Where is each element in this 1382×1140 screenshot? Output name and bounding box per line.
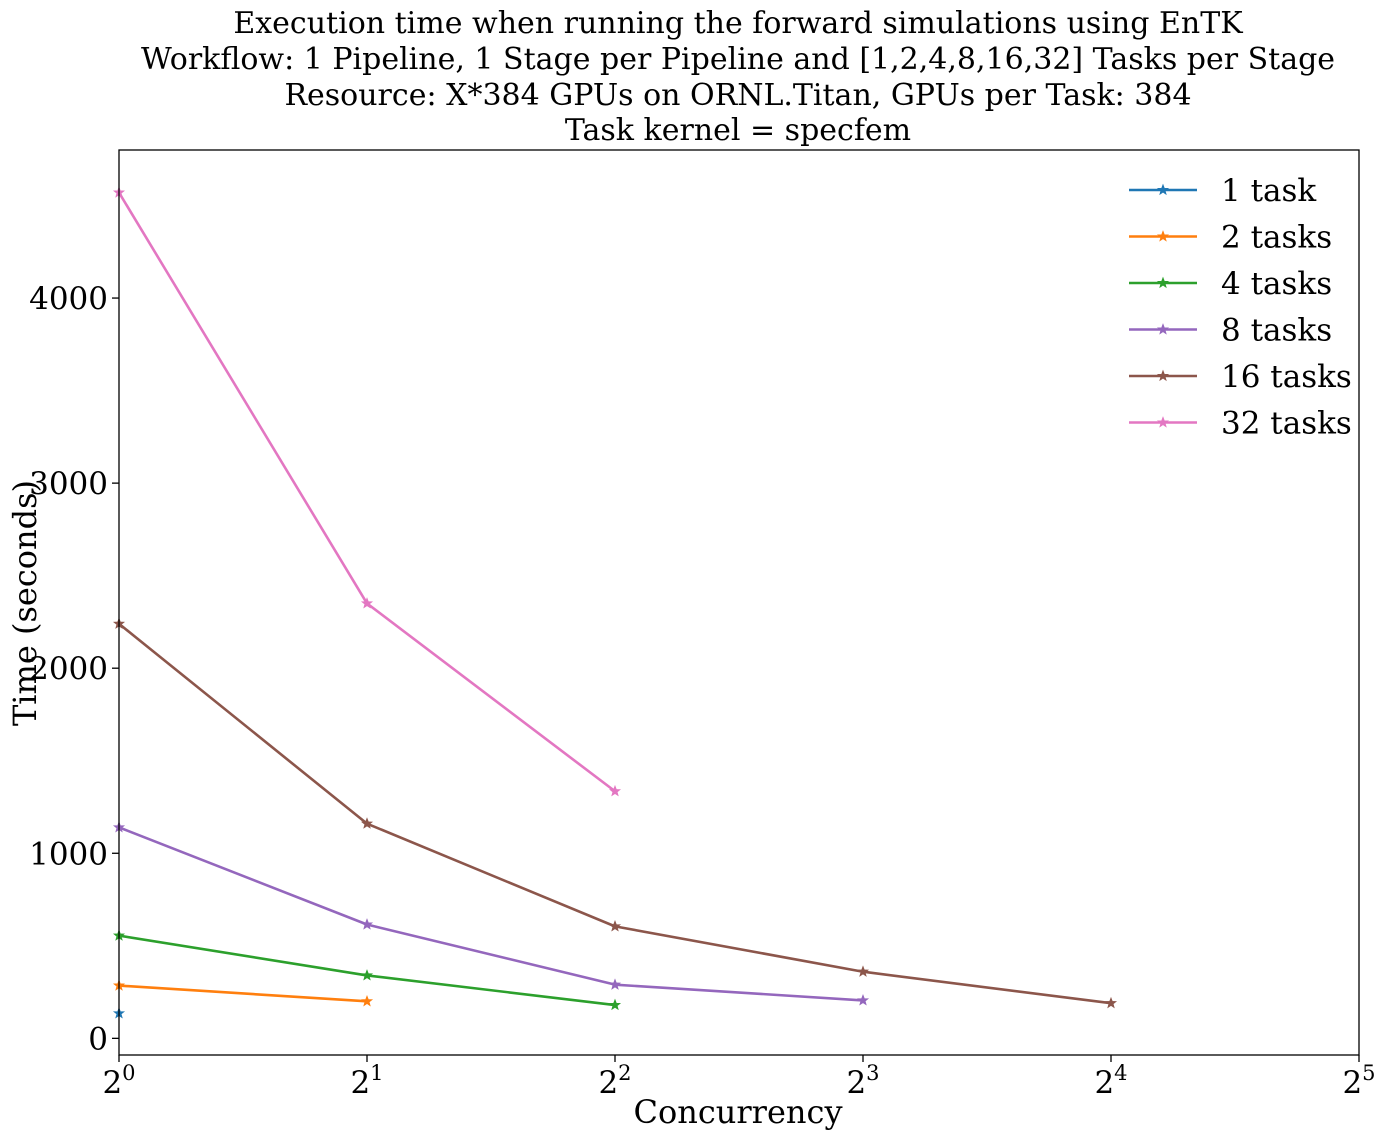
data-point	[856, 994, 870, 1006]
x-axis: 20 21 22 23 24 25	[102, 1055, 1376, 1101]
series-line-5	[118, 622, 1112, 1005]
series-line-2	[118, 984, 368, 1003]
series-line-4	[118, 826, 864, 1002]
legend-marker	[1156, 369, 1170, 382]
data-point	[360, 918, 374, 930]
plot-area-frame	[118, 149, 1360, 1056]
x-tick-label: 20	[102, 1061, 135, 1101]
legend: 1 task 2 tasks 4 tasks 8 tasks 16 tasks 32 ta…	[1129, 173, 1352, 442]
y-tick-label: 2000	[29, 651, 108, 687]
x-tick-label: 24	[1094, 1061, 1127, 1101]
x-axis-label: Concurrency	[633, 1093, 842, 1131]
title-line-2: Workflow: 1 Pipeline, 1 Stage per Pipeli…	[141, 42, 1335, 77]
legend-label: 8 tasks	[1221, 313, 1332, 349]
y-axis-label: Time (seconds)	[6, 480, 44, 726]
title-line-3: Resource: X*384 GPUs on ORNL.Titan, GPUs…	[284, 78, 1191, 113]
legend-label: 4 tasks	[1221, 266, 1332, 302]
legend-label: 32 tasks	[1221, 406, 1352, 442]
data-point	[360, 969, 374, 981]
x-tick-label: 22	[598, 1061, 631, 1101]
y-axis: 0 1000 2000 3000 4000	[29, 281, 119, 1057]
y-tick-label: 3000	[29, 466, 108, 502]
legend-marker	[1156, 183, 1170, 196]
title-line-1: Execution time when running the forward …	[233, 6, 1243, 41]
legend-marker	[1156, 230, 1170, 242]
data-point	[856, 965, 870, 977]
data-point	[360, 817, 374, 829]
y-tick-label: 4000	[29, 281, 108, 317]
chart-title: Execution time when running the forward …	[141, 6, 1335, 148]
x-tick-label: 21	[350, 1061, 383, 1101]
data-point	[608, 920, 622, 932]
series-layer	[112, 186, 1118, 1019]
data-point	[608, 978, 622, 990]
data-point	[608, 784, 622, 797]
data-point	[608, 998, 622, 1011]
legend-marker	[1156, 323, 1170, 335]
data-point	[360, 597, 374, 609]
legend-marker	[1156, 276, 1170, 289]
data-point	[360, 994, 374, 1007]
legend-marker	[1156, 416, 1170, 428]
x-tick-label: 25	[1342, 1061, 1375, 1101]
legend-label: 2 tasks	[1221, 220, 1332, 256]
series-line-6	[117, 191, 616, 793]
data-point	[1104, 996, 1118, 1009]
legend-label: 16 tasks	[1221, 359, 1352, 395]
y-tick-label: 0	[88, 1021, 108, 1057]
y-tick-label: 1000	[29, 836, 108, 872]
legend-label: 1 task	[1221, 173, 1316, 209]
x-tick-label: 23	[846, 1061, 879, 1101]
title-line-4: Task kernel = specfem	[565, 113, 911, 148]
